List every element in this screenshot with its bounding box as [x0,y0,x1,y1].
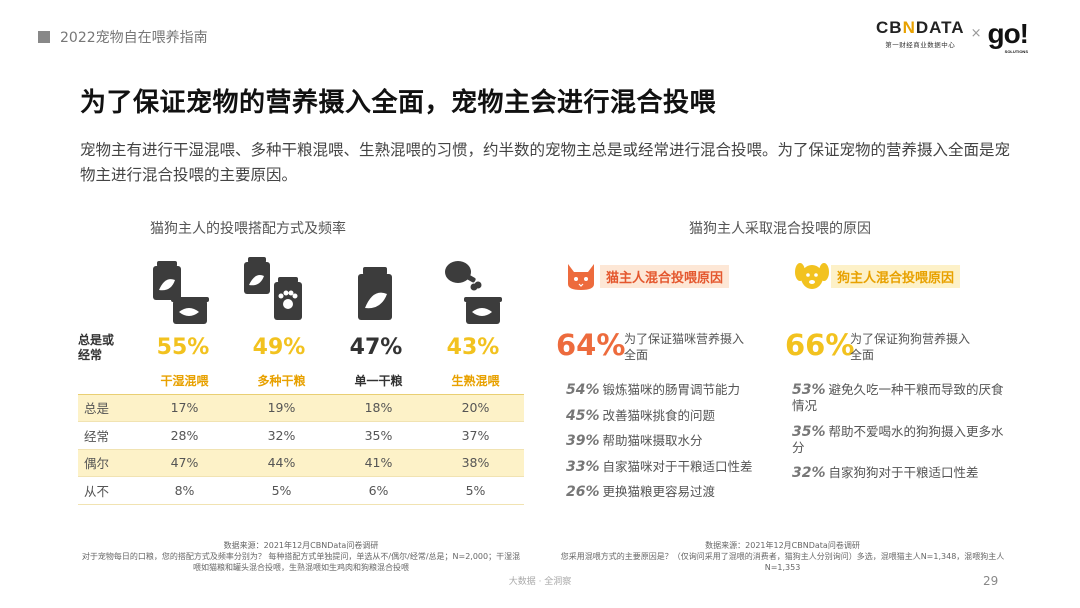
dog-main-percent: 66% [785,328,855,362]
section-label: 2022宠物自在喂养指南 [60,30,208,46]
wet-dry-mix-icon [135,252,223,332]
cat-main-reason: 为了保证猫咪营养摄入全面 [624,332,745,362]
raw-cooked-mix-icon [428,252,516,332]
section-square-icon [38,31,50,43]
cat-reason-heading: 猫主人混合投喂原因 [562,258,730,294]
page-description: 宠物主有进行干湿混喂、多种干粮混喂、生熟混喂的习惯，约半数的宠物主总是或经常进行… [80,141,1011,184]
cbndata-logo: CBNDATA 第一财经商业数据中心 [876,18,965,49]
cat-face-icon [568,264,594,290]
col-header: 生熟混喂 [451,373,500,388]
logo-separator: × [970,26,982,41]
list-item: 54% 锻炼猫咪的肠胃调节能力 [566,382,741,398]
left-panel-title: 猫狗主人的投喂搭配方式及频率 [150,221,346,237]
page-number: 29 [983,574,999,588]
col-header: 干湿混喂 [160,373,209,388]
multi-dry-food-icon [232,252,320,332]
list-item: 53% 避免久吃一种干粮而导致的厌食情况 [792,382,1004,413]
left-source-note: 数据来源：2021年12月CBNData问卷调研 对于宠物每日的口粮，您的搭配方… [81,541,521,572]
table-row: 从不 8% 5% 6% 5% [78,477,524,505]
pct-raw-cooked: 43% [446,335,500,360]
pct-single-dry: 47% [349,335,403,360]
table-row: 偶尔 47% 44% 41% 38% [78,449,524,477]
go-logo: go! SOLUTIONS [987,17,1029,54]
col-header: 单一干粮 [354,373,403,388]
table-row: 经常 28% 32% 35% 37% [78,422,524,450]
footer-tagline: 大数据 · 全洞察 [508,577,572,587]
page-title: 为了保证宠物的营养摄入全面，宠物主会进行混合投喂 [80,88,717,118]
table-header: 干湿混喂 多种干粮 单一干粮 生熟混喂 [78,367,524,395]
dog-face-icon [795,263,829,289]
table-row: 总是 17% 19% 18% 20% [78,394,524,422]
section-header: 2022宠物自在喂养指南 [38,27,208,47]
list-item: 45% 改善猫咪挑食的问题 [566,407,716,424]
single-dry-food-icon [330,252,418,332]
dog-reason-list: 53% 避免久吃一种干粮而导致的厌食情况 35% 帮助不爱喝水的狗狗摄入更多水分 3… [792,382,1007,491]
cat-reason-list: 54% 锻炼猫咪的肠胃调节能力 45% 改善猫咪挑食的问题 39% 帮助猫咪摄取水分 … [566,382,781,510]
dog-main-reason: 为了保证狗狗营养摄入全面 [850,332,971,362]
pct-multi-dry: 49% [252,335,306,360]
list-item: 35% 帮助不爱喝水的狗狗摄入更多水分 [792,423,1004,455]
col-header: 多种干粮 [257,373,306,388]
right-source-note: 数据来源：2021年12月CBNData问卷调研 您采用混喂方式的主要原因是？（… [560,541,1005,572]
logos: CBNDATA 第一财经商业数据中心 × go! SOLUTIONS [876,17,1029,54]
always-often-label: 总是或 经常 [78,333,115,362]
list-item: 39% 帮助猫咪摄取水分 [566,433,703,449]
list-item: 32% 自家狗狗对于干粮适口性差 [792,465,979,481]
dog-reason-heading: 狗主人混合投喂原因 [793,258,961,294]
frequency-table: 干湿混喂 多种干粮 单一干粮 生熟混喂 总是 17% 19% 18% 20% 经… [78,367,524,505]
pct-wet-dry: 55% [156,335,210,360]
right-panel-title: 猫狗主人采取混合投喂的原因 [689,221,871,237]
cat-main-percent: 64% [556,328,626,362]
list-item: 26% 更换猫粮更容易过渡 [566,484,716,500]
list-item: 33% 自家猫咪对于干粮适口性差 [566,458,753,475]
